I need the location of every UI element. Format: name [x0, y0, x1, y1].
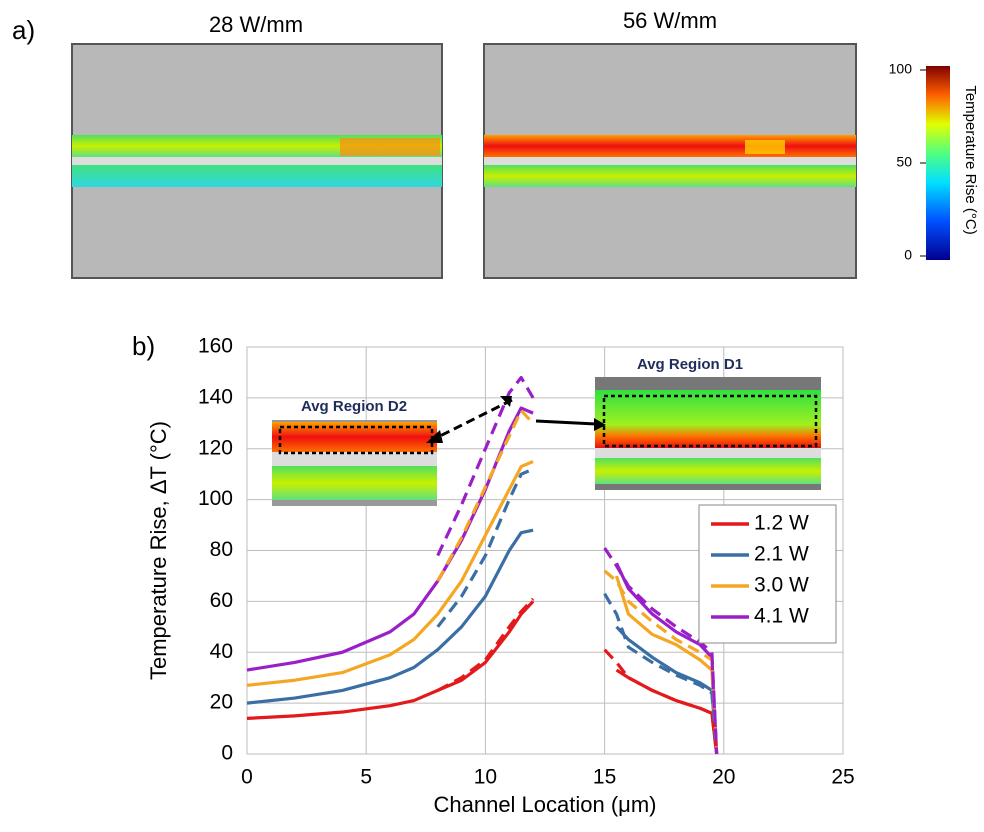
thermal-image — [483, 43, 857, 279]
arrow-head — [426, 430, 443, 443]
legend-label: 3.0 W — [754, 574, 809, 597]
inset-title: Avg Region D2 — [301, 398, 407, 415]
colorbar-tick-label: 100 — [889, 61, 913, 77]
legend-box — [698, 504, 837, 644]
thermal-image — [71, 43, 443, 279]
colorbar — [926, 66, 950, 260]
colorbar-tick-label: 0 — [904, 247, 912, 263]
inset-image — [595, 377, 821, 490]
y-tick-label: 60 — [210, 589, 233, 612]
x-tick-label: 25 — [831, 766, 854, 789]
panel-label: a) — [12, 15, 35, 45]
legend-label: 1.2 W — [754, 512, 809, 535]
inset-image — [272, 420, 437, 506]
y-axis-title: Temperature Rise, ΔT (°C) — [146, 421, 171, 680]
x-tick-label: 15 — [593, 766, 616, 789]
inset-title: Avg Region D1 — [637, 356, 743, 373]
arrow — [431, 398, 513, 442]
y-tick-label: 100 — [198, 487, 233, 510]
image-title: 28 W/mm — [209, 12, 303, 37]
x-tick-label: 0 — [241, 766, 253, 789]
x-axis-title: Channel Location (μm) — [433, 792, 656, 817]
y-tick-label: 20 — [210, 691, 233, 714]
y-tick-label: 0 — [221, 742, 233, 765]
panel-label: b) — [132, 331, 155, 361]
image-title: 56 W/mm — [623, 8, 717, 33]
x-tick-label: 10 — [474, 766, 497, 789]
arrow — [535, 419, 597, 426]
y-tick-label: 140 — [198, 385, 233, 408]
dashed-line — [436, 467, 719, 755]
colorbar-label: Temperature Rise (°C) — [962, 85, 979, 234]
y-tick-label: 160 — [198, 335, 233, 358]
y-tick-label: 120 — [198, 436, 233, 459]
y-tick-label: 40 — [210, 640, 233, 663]
x-tick-label: 5 — [360, 766, 372, 789]
y-tick-label: 80 — [210, 538, 233, 561]
legend-label: 4.1 W — [754, 605, 809, 628]
dashed-line — [436, 408, 719, 755]
arrow-head — [594, 418, 606, 431]
x-tick-label: 20 — [712, 766, 735, 789]
dashed-line — [436, 375, 719, 755]
dashed-line — [436, 597, 719, 755]
legend-label: 2.1 W — [754, 543, 809, 566]
colorbar-tick-label: 50 — [896, 154, 912, 170]
arrow-head — [500, 396, 512, 407]
